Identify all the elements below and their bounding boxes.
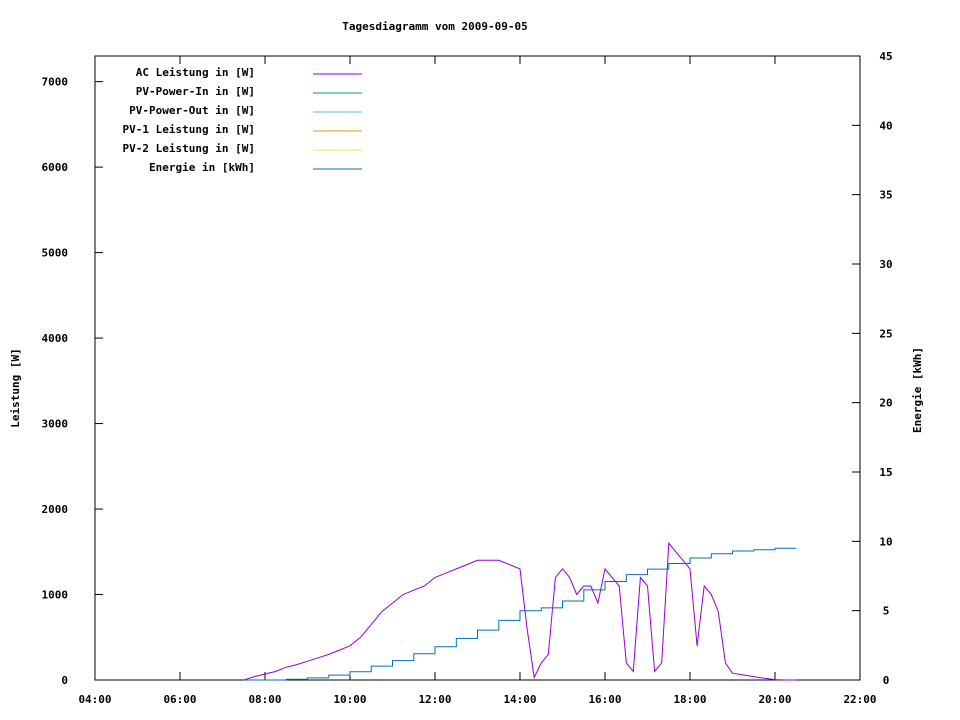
x-tick-label: 22:00 [843, 693, 876, 706]
legend-label-1: PV-Power-In in [W] [136, 85, 255, 98]
x-tick-label: 06:00 [163, 693, 196, 706]
series-line-0 [243, 541, 797, 681]
axes-group: 04:00 06:00 08:00 10:00 12:00 14:00 16:00 18:00… [42, 50, 893, 706]
y2-tick-label: 35 [879, 189, 892, 202]
y-axis-label: Leistung [W] [9, 348, 22, 427]
y-tick-label: 5000 [42, 247, 69, 260]
series-line-5 [243, 547, 797, 681]
y2-axis-label: Energie [kWh] [911, 347, 924, 433]
y2-tick-label: 40 [879, 119, 892, 132]
y2-tick-label: 5 [883, 605, 890, 618]
legend-label-2: PV-Power-Out in [W] [129, 104, 255, 117]
legend-label-5: Energie in [kWh] [149, 161, 255, 174]
y-tick-label: 6000 [42, 161, 69, 174]
legend-label-3: PV-1 Leistung in [W] [123, 123, 255, 136]
x-tick-label: 14:00 [503, 693, 536, 706]
y-tick-label: 0 [61, 674, 68, 687]
x-tick-label: 08:00 [248, 693, 281, 706]
y2-tick-label: 30 [879, 258, 892, 271]
series-layer [243, 541, 797, 681]
legend-label-4: PV-2 Leistung in [W] [123, 142, 255, 155]
x-tick-label: 04:00 [78, 693, 111, 706]
chart-title: Tagesdiagramm vom 2009-09-05 [342, 20, 527, 33]
x-tick-label: 10:00 [333, 693, 366, 706]
x-tick-label: 12:00 [418, 693, 451, 706]
legend-label-0: AC Leistung in [W] [136, 66, 255, 79]
y2-tick-label: 25 [879, 327, 892, 340]
x-tick-label: 16:00 [588, 693, 621, 706]
y2-tick-label: 45 [879, 50, 892, 63]
x-tick-label: 20:00 [758, 693, 791, 706]
y-tick-label: 3000 [42, 418, 69, 431]
legend: AC Leistung in [W] PV-Power-In in [W] PV-P… [123, 66, 362, 174]
y2-tick-label: 15 [879, 466, 892, 479]
y2-tick-label: 20 [879, 397, 892, 410]
y-tick-label: 1000 [42, 589, 69, 602]
x-tick-label: 18:00 [673, 693, 706, 706]
y-tick-label: 4000 [42, 332, 69, 345]
y2-tick-label: 10 [879, 535, 892, 548]
y2-tick-label: 0 [883, 674, 890, 687]
y-tick-label: 7000 [42, 76, 69, 89]
plot-frame [94, 55, 861, 681]
y-tick-label: 2000 [42, 503, 69, 516]
